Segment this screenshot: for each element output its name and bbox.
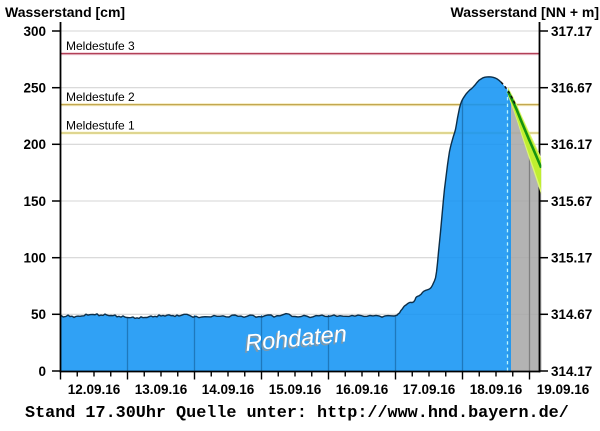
svg-text:317.17: 317.17 (551, 24, 592, 39)
svg-text:18.09.16: 18.09.16 (470, 382, 523, 397)
svg-text:300: 300 (23, 24, 46, 39)
svg-text:100: 100 (23, 251, 46, 266)
svg-text:17.09.16: 17.09.16 (403, 382, 456, 397)
svg-text:16.09.16: 16.09.16 (336, 382, 389, 397)
svg-text:50: 50 (31, 307, 46, 322)
svg-text:15.09.16: 15.09.16 (269, 382, 322, 397)
svg-text:314.17: 314.17 (551, 364, 592, 379)
svg-text:14.09.16: 14.09.16 (202, 382, 255, 397)
svg-text:250: 250 (23, 81, 46, 96)
svg-text:Wasserstand [cm]: Wasserstand [cm] (5, 4, 125, 20)
svg-text:315.67: 315.67 (551, 194, 592, 209)
svg-text:0: 0 (38, 364, 46, 379)
svg-text:Wasserstand [NN + m]: Wasserstand [NN + m] (451, 4, 599, 20)
svg-text:316.17: 316.17 (551, 137, 592, 152)
svg-text:200: 200 (23, 137, 46, 152)
svg-text:13.09.16: 13.09.16 (135, 382, 188, 397)
svg-text:Meldestufe 2: Meldestufe 2 (66, 90, 135, 104)
svg-text:Meldestufe 1: Meldestufe 1 (66, 119, 135, 133)
svg-text:Meldestufe 3: Meldestufe 3 (66, 39, 135, 53)
svg-text:12.09.16: 12.09.16 (68, 382, 121, 397)
svg-text:316.67: 316.67 (551, 81, 592, 96)
svg-text:150: 150 (23, 194, 46, 209)
svg-text:19.09.16: 19.09.16 (537, 382, 590, 397)
svg-text:314.67: 314.67 (551, 307, 592, 322)
svg-text:315.17: 315.17 (551, 251, 592, 266)
svg-text:Stand 17.30Uhr Quelle unter: h: Stand 17.30Uhr Quelle unter: http://www.… (25, 404, 569, 423)
